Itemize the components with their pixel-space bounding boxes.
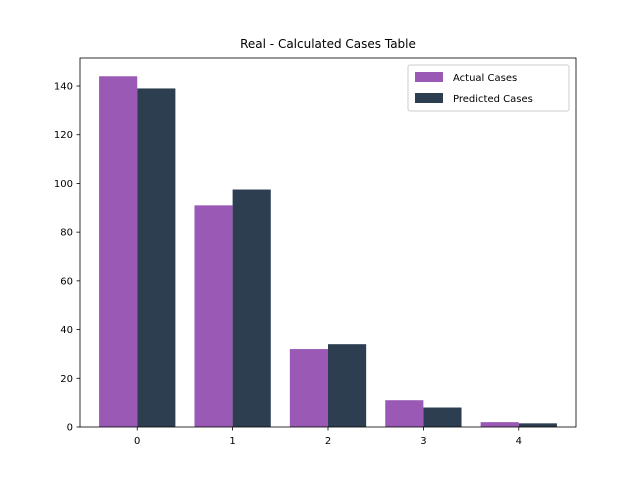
y-tick-label: 100 (54, 179, 73, 190)
legend-swatch-actual (415, 72, 443, 82)
x-tick-label: 2 (325, 436, 331, 447)
x-tick-label: 4 (516, 436, 522, 447)
x-tick-label: 3 (420, 436, 426, 447)
y-tick-label: 80 (60, 228, 73, 239)
bar-predicted-1 (232, 189, 271, 427)
y-tick-label: 140 (54, 82, 73, 93)
y-tick-label: 120 (54, 130, 73, 141)
bar-actual-4 (480, 422, 519, 427)
legend-label-predicted: Predicted Cases (453, 94, 533, 105)
y-tick-label: 20 (60, 374, 73, 385)
bar-actual-1 (194, 205, 233, 427)
bar-predicted-3 (423, 407, 462, 427)
bar-actual-2 (289, 349, 328, 427)
x-tick-label: 0 (134, 436, 140, 447)
legend-swatch-predicted (415, 93, 443, 103)
legend: Actual Cases Predicted Cases (407, 64, 570, 112)
bars-group (99, 76, 557, 427)
legend-frame (407, 64, 570, 112)
y-tick-label: 40 (60, 325, 73, 336)
y-tick-label: 60 (60, 276, 73, 287)
bar-predicted-2 (328, 344, 367, 427)
x-tick-label: 1 (229, 436, 235, 447)
axes-group: 0 20 40 60 80 100 120 140 0 1 2 3 4 (54, 57, 577, 447)
y-tick-label: 0 (67, 423, 73, 434)
legend-label-actual: Actual Cases (453, 73, 517, 84)
bar-actual-0 (99, 76, 138, 427)
bar-predicted-4 (518, 423, 557, 427)
bar-actual-3 (385, 400, 424, 427)
chart-title: Real - Calculated Cases Table (240, 37, 416, 51)
bar-predicted-0 (137, 88, 176, 427)
